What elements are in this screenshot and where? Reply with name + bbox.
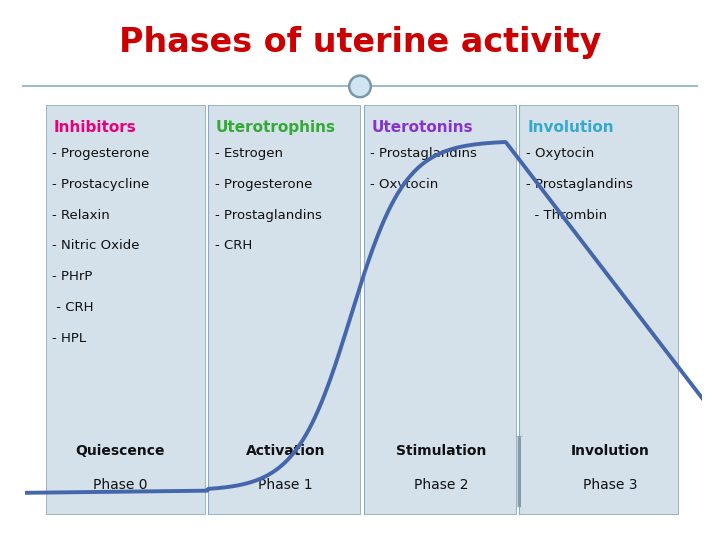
Text: Stimulation: Stimulation: [396, 444, 487, 458]
Text: Involution: Involution: [571, 444, 650, 458]
Text: Activation: Activation: [246, 444, 325, 458]
Text: - Prostaglandins: - Prostaglandins: [526, 178, 633, 191]
Text: Phases of uterine activity: Phases of uterine activity: [119, 26, 601, 59]
Text: - Thrombin: - Thrombin: [526, 208, 607, 222]
Text: Phase 3: Phase 3: [583, 478, 638, 492]
Text: Quiescence: Quiescence: [75, 444, 165, 458]
Text: - Prostacycline: - Prostacycline: [53, 178, 150, 191]
Text: - Relaxin: - Relaxin: [53, 208, 110, 222]
FancyBboxPatch shape: [519, 105, 678, 514]
Text: Phase 2: Phase 2: [414, 478, 469, 492]
Text: - Oxytocin: - Oxytocin: [526, 147, 594, 160]
Text: Uterotrophins: Uterotrophins: [216, 119, 336, 134]
Text: - CRH: - CRH: [215, 239, 252, 252]
FancyBboxPatch shape: [208, 105, 360, 514]
Text: - Oxytocin: - Oxytocin: [370, 178, 438, 191]
Text: - Nitric Oxide: - Nitric Oxide: [53, 239, 140, 252]
FancyBboxPatch shape: [364, 105, 516, 514]
Text: Uterotonins: Uterotonins: [372, 119, 473, 134]
Text: - CRH: - CRH: [53, 301, 94, 314]
Text: Inhibitors: Inhibitors: [53, 119, 136, 134]
Text: - Estrogen: - Estrogen: [215, 147, 283, 160]
Text: - HPL: - HPL: [53, 332, 86, 345]
Text: - Prostaglandins: - Prostaglandins: [215, 208, 322, 222]
Text: Phase 1: Phase 1: [258, 478, 313, 492]
FancyBboxPatch shape: [45, 105, 204, 514]
Text: Involution: Involution: [527, 119, 614, 134]
Text: Phase 0: Phase 0: [93, 478, 147, 492]
Text: - PHrP: - PHrP: [53, 270, 93, 283]
Text: - Prostaglandins: - Prostaglandins: [370, 147, 477, 160]
Text: - Progesterone: - Progesterone: [215, 178, 312, 191]
Text: - Progesterone: - Progesterone: [53, 147, 150, 160]
